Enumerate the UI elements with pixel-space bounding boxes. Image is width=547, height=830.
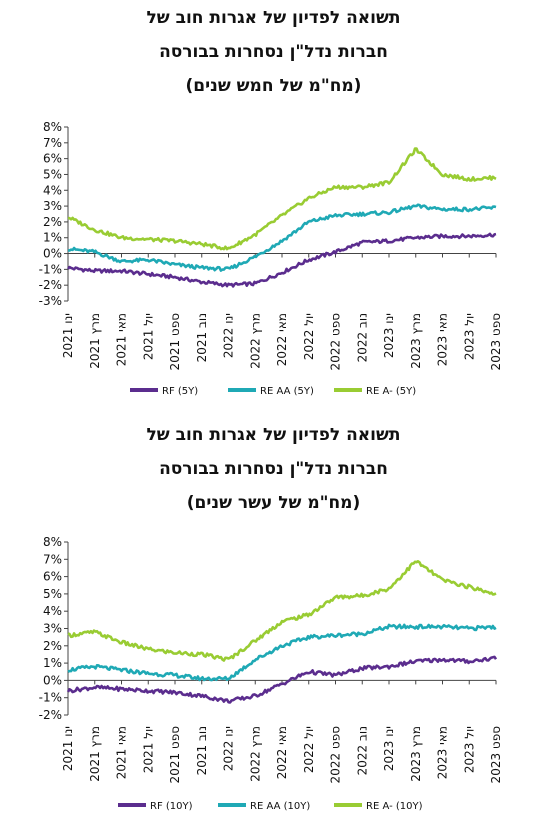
y-tick-label: 2% bbox=[43, 639, 62, 653]
x-tick-label: יול 2022 bbox=[302, 726, 316, 773]
y-tick-label: 7% bbox=[43, 552, 62, 566]
x-tick-label: ספט 2023 bbox=[489, 313, 503, 371]
x-tick-label: ינו 2021 bbox=[61, 313, 75, 358]
x-tick-label: יול 2023 bbox=[462, 313, 476, 360]
x-tick-label: ינו 2021 bbox=[61, 726, 75, 771]
x-tick-label: ינו 2023 bbox=[382, 313, 396, 358]
chart-5y: -3% -2% -1%0% 1% 2% 3% 4% 5%6% 7% 8% ינו 2021 מרץ 2… bbox=[39, 120, 503, 397]
y-tick-label: 0% bbox=[43, 673, 62, 687]
y-tick-label: -1% bbox=[39, 691, 62, 705]
legend-label: RF (5Y) bbox=[162, 386, 198, 397]
y-tick-label: 4% bbox=[43, 604, 62, 618]
x-tick-label: ינו 2023 bbox=[382, 726, 396, 771]
y-tick-label: 1% bbox=[43, 656, 62, 670]
chart2-title-line3: (מח"מ של עשר שנים) bbox=[186, 493, 361, 513]
legend-label: RE A- (5Y) bbox=[366, 386, 416, 397]
x-tick-label: מרץ 2022 bbox=[248, 313, 262, 369]
chart1-title-line2: חברות נדל"ן נסחרות בבורסה bbox=[159, 42, 388, 62]
x-tick-label: ינו 2022 bbox=[222, 726, 236, 771]
y-tick-label: 5% bbox=[43, 167, 62, 181]
y-tick-label: 6% bbox=[43, 152, 62, 166]
x-tick-label: מרץ 2021 bbox=[88, 313, 102, 369]
x-tick-label: ספט 2022 bbox=[329, 726, 343, 784]
y-tick-label: 3% bbox=[43, 199, 62, 213]
x-tick-label: יול 2021 bbox=[141, 726, 155, 773]
x-tick-label: ספט 2021 bbox=[168, 726, 182, 784]
x-tick-label: מרץ 2021 bbox=[88, 726, 102, 782]
y-tick-label: 8% bbox=[43, 535, 62, 549]
chart1-title-line1: תשואה לפדיון של אגרות חוב של bbox=[146, 8, 401, 28]
x-tick-label: מאי 2023 bbox=[436, 313, 450, 366]
series-line-1 bbox=[67, 203, 497, 272]
series-line-1 bbox=[67, 623, 497, 682]
y-tick-label: -2% bbox=[39, 278, 62, 292]
x-tick-label: ספט 2022 bbox=[329, 313, 343, 371]
x-tick-label: יול 2022 bbox=[302, 313, 316, 360]
y-tick-label: 4% bbox=[43, 183, 62, 197]
x-tick-label: יול 2023 bbox=[462, 726, 476, 773]
chart2-title-line2: חברות נדל"ן נסחרות בבורסה bbox=[159, 459, 388, 479]
series-line-2 bbox=[67, 147, 497, 251]
legend-label: RE AA (5Y) bbox=[260, 386, 314, 397]
y-tick-label: 0% bbox=[43, 247, 62, 261]
x-tick-label: ספט 2023 bbox=[489, 726, 503, 784]
y-tick-label: 5% bbox=[43, 587, 62, 601]
x-tick-label: נוב 2022 bbox=[355, 313, 369, 362]
y-tick-label: -2% bbox=[39, 708, 62, 722]
y-tick-label: -1% bbox=[39, 262, 62, 276]
series-line-2 bbox=[67, 559, 497, 662]
x-tick-label: ספט 2021 bbox=[168, 313, 182, 371]
legend-label: RE A- (10Y) bbox=[366, 801, 423, 812]
series-line-0 bbox=[67, 232, 497, 288]
x-tick-label: מרץ 2023 bbox=[409, 726, 423, 782]
series-line-0 bbox=[66, 655, 498, 704]
y-tick-label: 1% bbox=[43, 231, 62, 245]
y-tick-label: 3% bbox=[43, 622, 62, 636]
x-tick-label: נוב 2021 bbox=[195, 726, 209, 775]
y-tick-label: 6% bbox=[43, 570, 62, 584]
x-tick-label: מרץ 2023 bbox=[409, 313, 423, 369]
x-tick-label: נוב 2022 bbox=[355, 726, 369, 775]
x-tick-label: יול 2021 bbox=[141, 313, 155, 360]
x-tick-label: מאי 2022 bbox=[275, 726, 289, 779]
chart2-title-line1: תשואה לפדיון של אגרות חוב של bbox=[146, 425, 401, 445]
x-tick-label: מאי 2022 bbox=[275, 313, 289, 366]
chart-10y: -2% -1% 0% 1% 2% 3% 4% 5% 6% 7% 8% ינו 2021 מרץ 2021… bbox=[39, 535, 503, 812]
y-tick-label: 7% bbox=[43, 136, 62, 150]
y-tick-label: 8% bbox=[43, 120, 62, 134]
y-tick-label: 2% bbox=[43, 215, 62, 229]
legend-label: RE AA (10Y) bbox=[250, 801, 310, 812]
x-tick-label: מאי 2021 bbox=[115, 726, 129, 779]
x-tick-label: מאי 2021 bbox=[115, 313, 129, 366]
x-tick-label: ינו 2022 bbox=[222, 313, 236, 358]
y-tick-label: -3% bbox=[39, 294, 62, 308]
x-tick-label: מרץ 2022 bbox=[248, 726, 262, 782]
legend-label: RF (10Y) bbox=[150, 801, 193, 812]
x-tick-label: מאי 2023 bbox=[436, 726, 450, 779]
chart1-title-line3: (מח"מ של חמש שנים) bbox=[185, 76, 362, 96]
x-tick-label: נוב 2021 bbox=[195, 313, 209, 362]
